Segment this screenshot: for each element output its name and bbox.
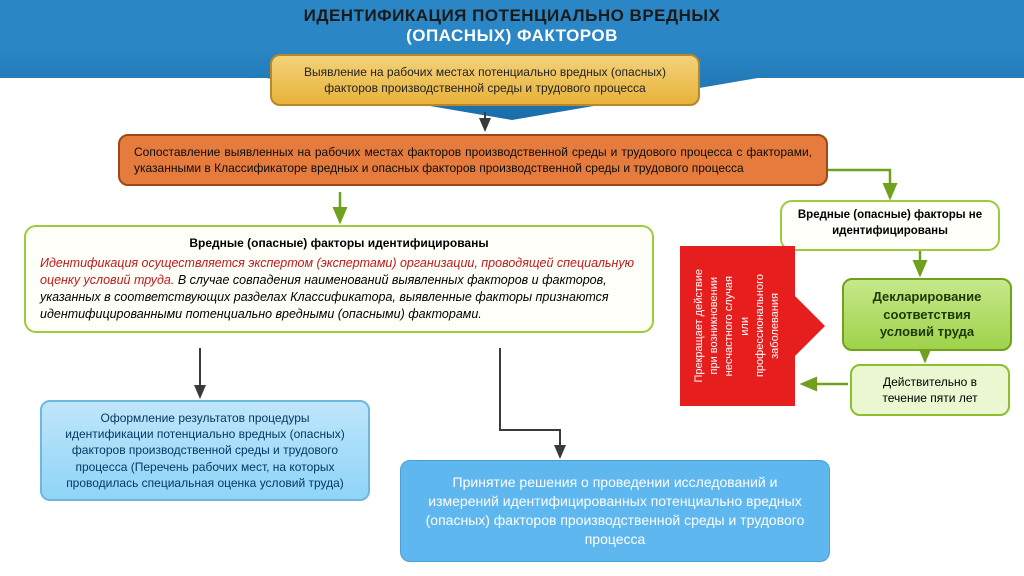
box-red-stop: Прекращает действие при возникновении не… [680,246,795,406]
red-arrow-head [795,296,825,356]
box-detect: Выявление на рабочих местах потенциально… [270,54,700,106]
red-l2: при возникновении [708,277,721,374]
results-text: Оформление результатов процедуры идентиф… [65,411,344,490]
box-valid: Действительно в течение пяти лет [850,364,1010,416]
red-l1: Прекращает действие [693,269,706,383]
red-l6: заболевания [769,293,782,359]
decision-text: Принятие решения о проведении исследован… [426,474,805,547]
declare-text: Декларирование соответствия условий труд… [873,289,982,339]
red-l4: или [739,317,752,336]
box-identified: Вредные (опасные) факторы идентифицирова… [24,225,654,333]
identified-header: Вредные (опасные) факторы идентифицирова… [40,235,638,251]
box-decision: Принятие решения о проведении исследован… [400,460,830,562]
page-title: ИДЕНТИФИКАЦИЯ ПОТЕНЦИАЛЬНО ВРЕДНЫХ (ОПАС… [0,6,1024,46]
box-declare: Декларирование соответствия условий труд… [842,278,1012,351]
identified-body: Идентификация осуществляется экспертом (… [40,255,638,323]
title-line1: ИДЕНТИФИКАЦИЯ ПОТЕНЦИАЛЬНО ВРЕДНЫХ [0,6,1024,26]
valid-text: Действительно в течение пяти лет [882,375,977,405]
box-results: Оформление результатов процедуры идентиф… [40,400,370,501]
box-compare: Сопоставление выявленных на рабочих мест… [118,134,828,186]
title-line2: (ОПАСНЫХ) ФАКТОРОВ [0,26,1024,46]
box-not-identified: Вредные (опасные) факторы не идентифицир… [780,200,1000,251]
red-l3: несчастного случая [723,276,736,376]
box-detect-text: Выявление на рабочих местах потенциально… [304,65,666,95]
box-compare-text: Сопоставление выявленных на рабочих мест… [134,145,812,175]
not-identified-text: Вредные (опасные) факторы не идентифицир… [790,208,990,239]
red-l5: профессионального [754,274,767,377]
